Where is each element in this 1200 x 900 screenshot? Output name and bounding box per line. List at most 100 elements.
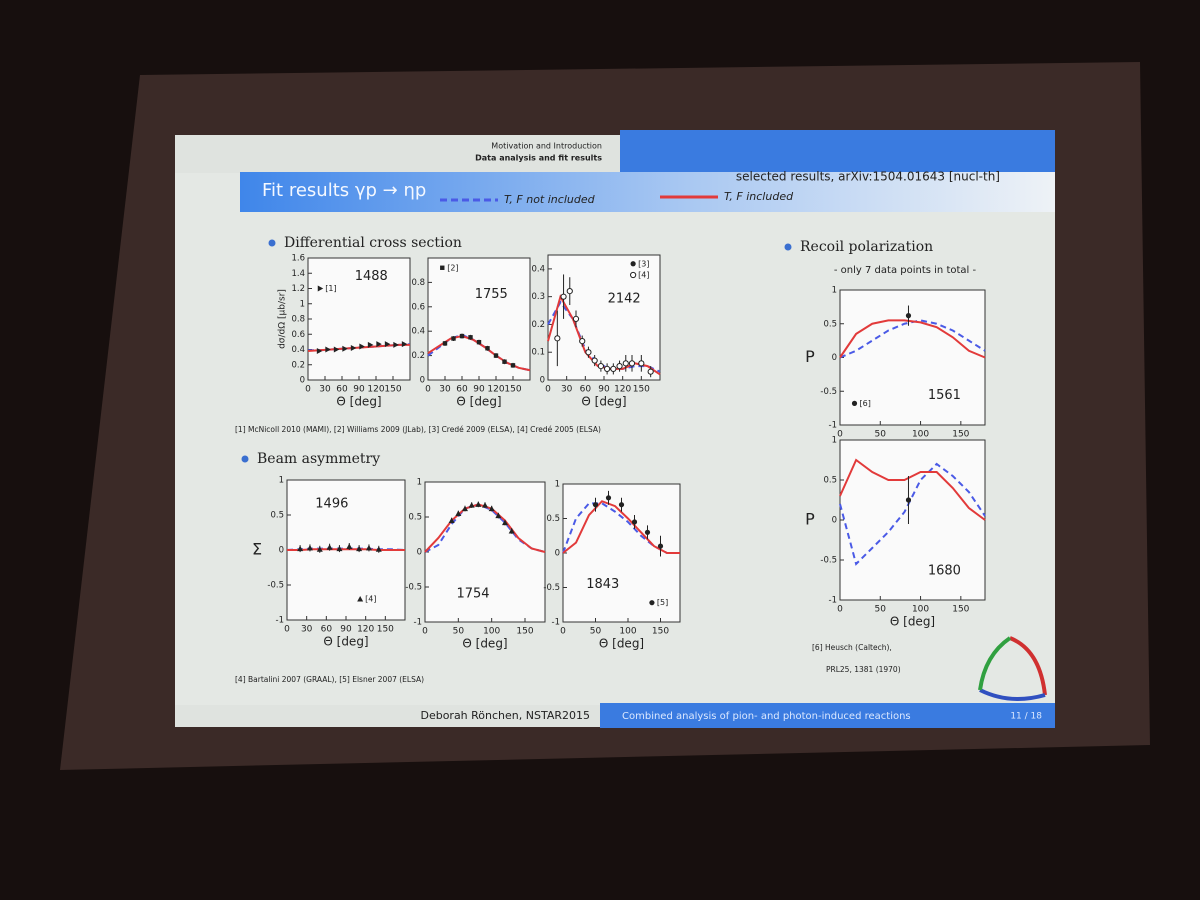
- data-point: [488, 505, 495, 512]
- x-tick-label: 0: [837, 605, 843, 615]
- y-tick-label: -0.5: [405, 583, 422, 593]
- energy-label: 1496: [315, 496, 348, 511]
- y-tick-label: 0.8: [411, 278, 425, 288]
- data-point: [384, 341, 391, 348]
- marker-symbol: [357, 596, 364, 602]
- y-tick-label: -1: [276, 616, 284, 626]
- x-tick-label: 50: [875, 605, 887, 615]
- data-point: [572, 315, 580, 322]
- section-note: - only 7 data points in total -: [834, 265, 977, 276]
- y-tick-label: 0: [540, 376, 545, 386]
- x-tick-label: 120: [614, 385, 631, 395]
- data-point: [560, 293, 567, 300]
- data-point: [448, 517, 455, 523]
- y-tick-label: 0.2: [531, 320, 545, 330]
- x-axis-label: Θ [deg]: [323, 635, 368, 649]
- data-point: [638, 360, 645, 367]
- data-point: [316, 546, 323, 552]
- data-point: [566, 288, 573, 295]
- marker-label: [6]: [860, 399, 871, 408]
- marker-label: [2]: [447, 263, 458, 272]
- data-point: [604, 365, 611, 372]
- x-tick-label: 90: [353, 385, 365, 395]
- x-tick-label: 120: [367, 385, 384, 395]
- fit-curve: [287, 548, 405, 551]
- data-point: [905, 313, 912, 319]
- data-point: [462, 505, 468, 512]
- x-tick-label: 30: [319, 385, 331, 395]
- marker-symbol: [317, 285, 324, 292]
- y-tick-label: 0.6: [411, 302, 425, 312]
- x-tick-label: 150: [952, 605, 969, 615]
- data-point: [297, 545, 304, 552]
- data-point: [365, 544, 372, 551]
- data-point: [495, 512, 502, 519]
- y-tick-label: 1.4: [291, 269, 305, 279]
- plot: 0 50 100 150 -1 -0.5 0 0.5 1 Θ [deg] 1843 [5]: [543, 480, 681, 651]
- marker-symbol: [630, 261, 636, 267]
- x-tick-label: 150: [377, 625, 394, 635]
- x-tick-label: 30: [439, 385, 451, 395]
- legend-label: T, F included: [724, 190, 794, 203]
- x-tick-label: 60: [580, 385, 592, 395]
- energy-label: 1561: [928, 388, 961, 403]
- reference: [6] Heusch (Caltech),: [812, 643, 892, 652]
- data-point: [336, 545, 343, 552]
- data-point: [459, 333, 465, 339]
- y-tick-label: 0.8: [291, 315, 305, 325]
- y-tick-label: -1: [829, 596, 837, 606]
- slide-title: Fit results γp → ηp: [262, 180, 426, 201]
- x-tick-label: 50: [875, 430, 887, 440]
- data-point: [616, 363, 623, 370]
- x-tick-label: 0: [425, 385, 431, 395]
- y-tick-label: 0.2: [411, 351, 425, 361]
- energy-label: 1754: [456, 587, 489, 602]
- marker-symbol: [440, 265, 445, 270]
- x-tick-label: 0: [560, 627, 566, 637]
- y-tick-label: 0: [555, 549, 560, 559]
- y-tick-label: 1: [300, 299, 305, 309]
- y-tick-label: -0.5: [820, 556, 837, 566]
- y-tick-label: 1: [832, 286, 837, 296]
- data-point: [622, 360, 629, 367]
- energy-label: 2142: [608, 291, 641, 306]
- fit-curve: [307, 343, 410, 353]
- reference: PRL25, 1381 (1970): [826, 665, 901, 674]
- x-tick-label: 150: [952, 430, 969, 440]
- data-point: [610, 365, 617, 372]
- marker-label: [5]: [657, 598, 668, 607]
- y-tick-label: 1: [417, 478, 422, 488]
- x-tick-label: 50: [590, 627, 602, 637]
- y-tick-label: 1.6: [291, 254, 305, 264]
- data-point: [325, 346, 331, 353]
- data-point: [554, 335, 561, 342]
- data-point: [350, 344, 357, 351]
- footer-page: 11 / 18: [1010, 712, 1042, 722]
- title-bar: [240, 172, 1055, 212]
- data-point: [476, 339, 482, 345]
- y-axis-label: P: [805, 510, 815, 529]
- data-point: [502, 519, 508, 526]
- y-tick-label: -0.5: [543, 583, 560, 593]
- data-point: [356, 545, 363, 552]
- y-tick-label: 0.5: [270, 511, 284, 521]
- plot: 0 50 100 150 -1 -0.5 0 0.5 1 P Θ [deg] 1680: [805, 436, 986, 629]
- data-point: [485, 346, 490, 351]
- footer-left: [175, 705, 605, 727]
- data-point: [597, 363, 604, 370]
- x-tick-label: 150: [633, 385, 650, 395]
- data-point: [585, 349, 592, 356]
- x-tick-label: 150: [516, 627, 533, 637]
- plot: 0 30 60 90 120 150 -1 -0.5 0 0.5 1 Σ Θ [deg] 1496 [4]: [252, 476, 406, 649]
- x-tick-label: 120: [357, 625, 374, 635]
- plot: 0 50 100 150 -1 -0.5 0 0.5 1 P 1561 [6]: [805, 286, 986, 440]
- data-point: [468, 335, 473, 340]
- bullet: [784, 243, 792, 251]
- data-point: [442, 341, 448, 346]
- x-tick-label: 0: [545, 385, 551, 395]
- plot: 0 50 100 150 -1 -0.5 0 0.5 1 Θ [deg] 1754: [405, 478, 546, 651]
- data-point: [316, 348, 323, 355]
- y-tick-label: 0.4: [531, 264, 545, 274]
- y-tick-label: 0: [832, 353, 837, 363]
